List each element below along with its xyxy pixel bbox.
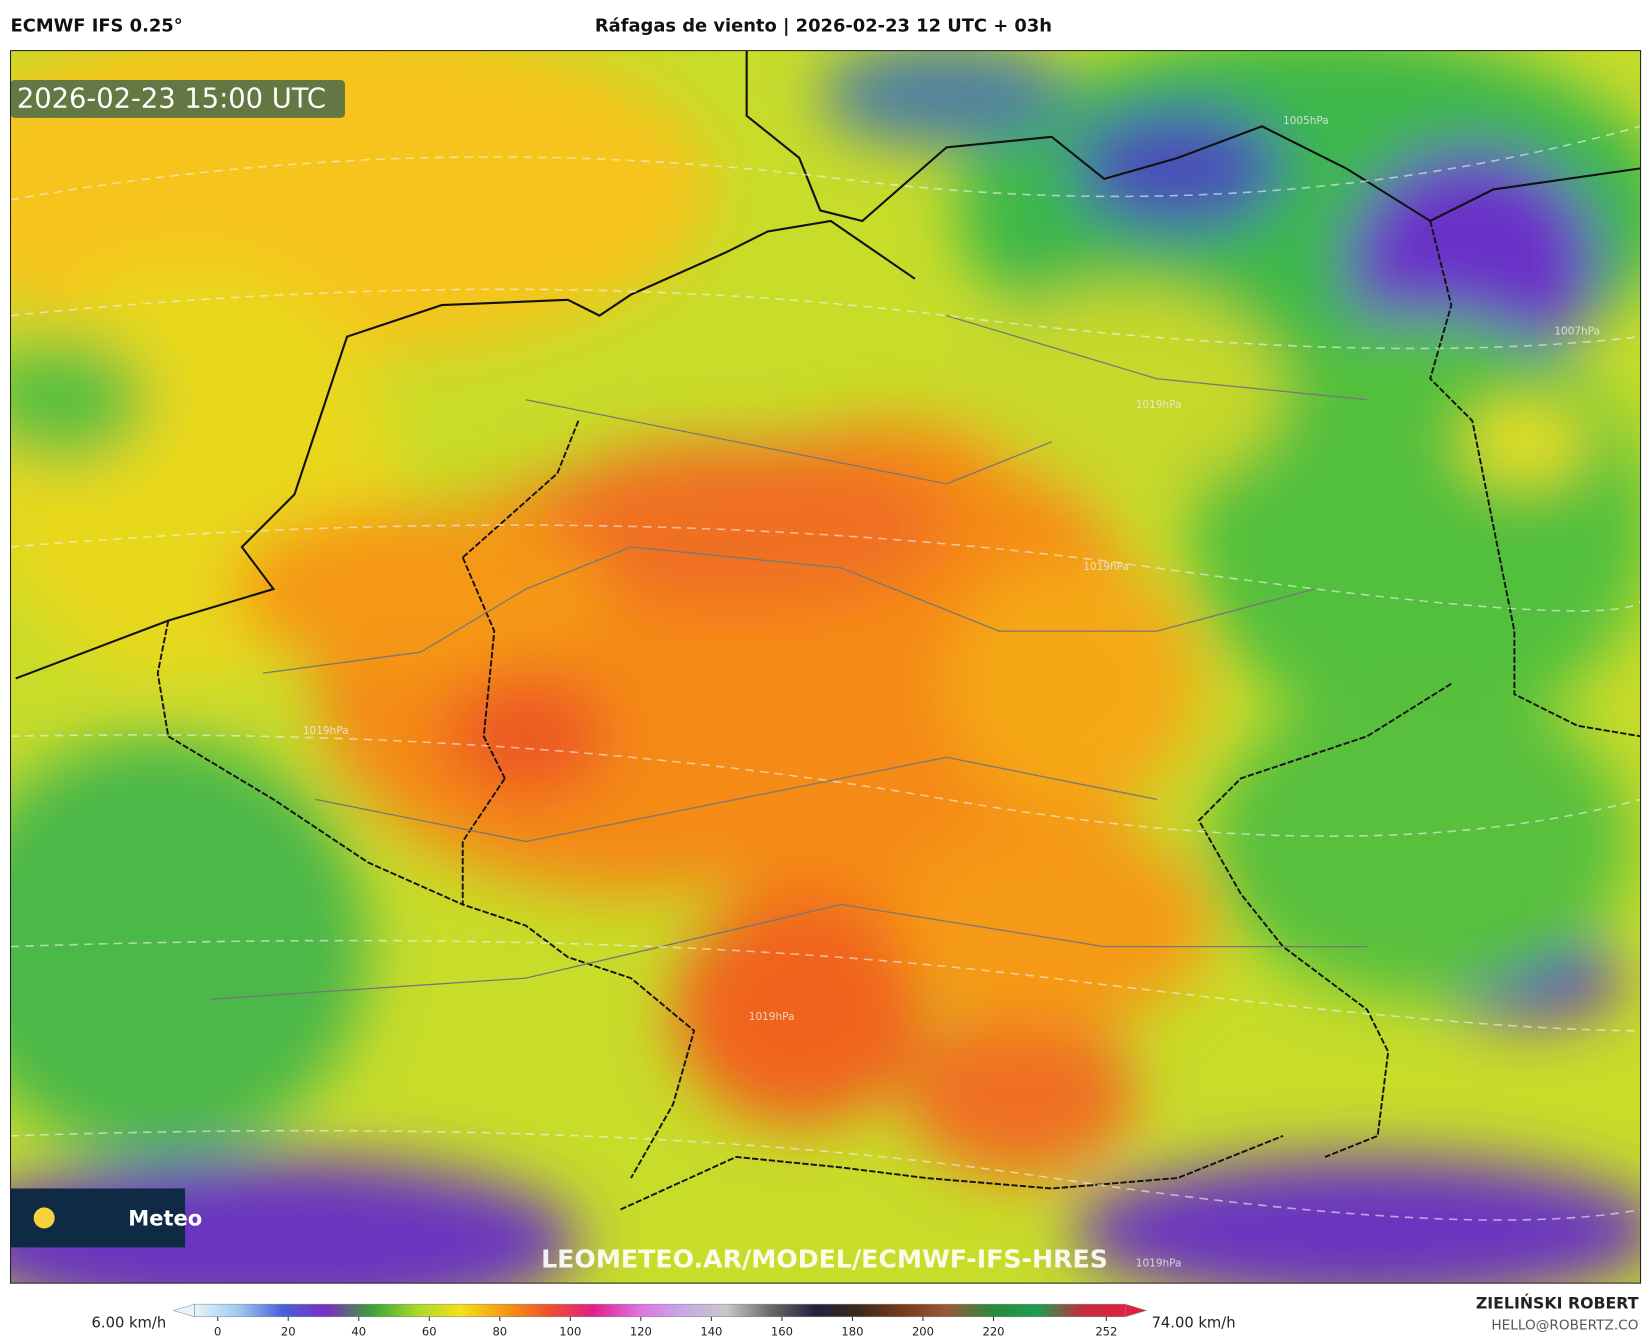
- border: [156, 220, 1641, 1211]
- isobar-label: 1019hPa: [303, 725, 349, 737]
- sun-icon: [33, 1207, 55, 1229]
- colorbar: 6.00 km/h 74.00 km/h 0 20 40 60 80 100 120 140 1…: [92, 1303, 1236, 1339]
- colorbar-bar: [194, 1303, 1126, 1318]
- coastline: [15, 219, 916, 680]
- isobar-label: 1019hPa: [749, 1011, 795, 1023]
- isobar-label: 1005hPa: [1283, 115, 1329, 127]
- colorbar-tick-label: 80: [492, 1325, 507, 1339]
- timestamp-box: [10, 80, 345, 118]
- region-border: [210, 315, 1368, 1000]
- colorbar-extend: [172, 1303, 195, 1318]
- map-frame: [9, 50, 1642, 1284]
- map-title: Ráfagas de viento | 2026-02-23 12 UTC + …: [595, 16, 1052, 37]
- colorbar-tick-label: 0: [214, 1325, 221, 1339]
- colorbar-max-label: 74.00 km/h: [1152, 1314, 1236, 1331]
- timestamp: 2026-02-23 15:00 UTC: [17, 83, 326, 114]
- colorbar-tick-label: 20: [281, 1325, 296, 1339]
- colorbar-tick-label: 220: [982, 1325, 1004, 1339]
- author: ZIELIŃSKI ROBERT: [1476, 1293, 1639, 1312]
- map: 1005hPa 1007hPa 1019hPa 1019hPa 1019hPa 1019h…: [10, 50, 1641, 1284]
- isobar-label: 1019hPa: [1083, 561, 1129, 573]
- watermark: LEOMETEO.AR/MODEL/ECMWF-IFS-HRES: [541, 1244, 1108, 1273]
- colorbar-tick-label: 140: [700, 1325, 722, 1339]
- email: HELLO@ROBERTZ.CO: [1491, 1317, 1638, 1333]
- colorbar-tick-label: 160: [771, 1325, 793, 1339]
- isobar: [10, 125, 1641, 1221]
- colorbar-tick-label: 180: [841, 1325, 863, 1339]
- coastline: [745, 50, 1641, 223]
- model-label: ECMWF IFS 0.25°: [11, 16, 183, 37]
- isobar-label: 1019hPa: [1136, 1257, 1182, 1269]
- isobar-label: 1019hPa: [1136, 399, 1182, 411]
- logo-text: Meteo: [128, 1205, 202, 1230]
- colorbar-tick-label: 100: [559, 1325, 581, 1339]
- colorbar-tick-label: 60: [422, 1325, 437, 1339]
- colorbar-tick-label: 120: [630, 1325, 652, 1339]
- colorbar-tick-label: 252: [1095, 1325, 1117, 1339]
- isobar-labels: 1005hPa 1007hPa 1019hPa 1019hPa 1019hPa 1019h…: [303, 115, 1600, 1269]
- colorbar-min-label: 6.00 km/h: [92, 1314, 167, 1331]
- colorbar-tick-label: 40: [351, 1325, 366, 1339]
- isobar-label: 1007hPa: [1554, 326, 1600, 338]
- colorbar-extend: [1125, 1303, 1148, 1318]
- colorbar-tick-label: 200: [912, 1325, 934, 1339]
